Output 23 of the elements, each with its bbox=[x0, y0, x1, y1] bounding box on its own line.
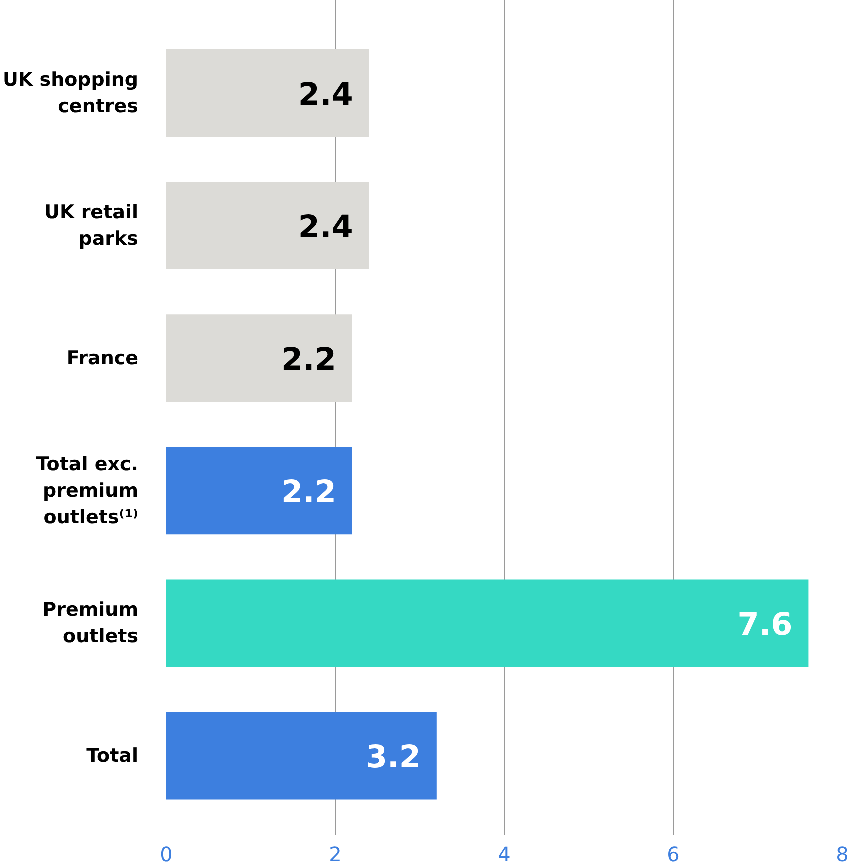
bar bbox=[166, 314, 352, 402]
y-tick-label: Total exc. premium outlets⁽¹⁾ bbox=[36, 453, 139, 528]
bar bbox=[166, 580, 809, 668]
y-tick-label: France bbox=[66, 347, 139, 370]
data-label: 7.6 bbox=[738, 606, 793, 643]
data-label: 2.4 bbox=[298, 209, 354, 246]
y-tick-label: UK retail parks bbox=[44, 202, 139, 250]
y-tick-label: Premium outlets bbox=[42, 599, 139, 648]
y-tick-label: UK shopping centres bbox=[3, 69, 139, 118]
x-tick-label: 8 bbox=[836, 842, 849, 864]
data-label: 2.2 bbox=[281, 474, 336, 510]
bar bbox=[166, 447, 352, 535]
data-label: 2.4 bbox=[298, 76, 354, 113]
x-tick-label: 0 bbox=[160, 842, 173, 864]
bar bbox=[166, 182, 370, 270]
bar bbox=[166, 712, 437, 800]
y-tick-label: Total bbox=[86, 744, 139, 767]
data-label: 3.2 bbox=[366, 739, 421, 776]
x-tick-label: 2 bbox=[329, 842, 342, 864]
data-label: 2.2 bbox=[281, 342, 336, 378]
x-tick-label: 4 bbox=[498, 842, 511, 864]
x-tick-label: 6 bbox=[667, 842, 680, 864]
bar bbox=[166, 50, 370, 138]
